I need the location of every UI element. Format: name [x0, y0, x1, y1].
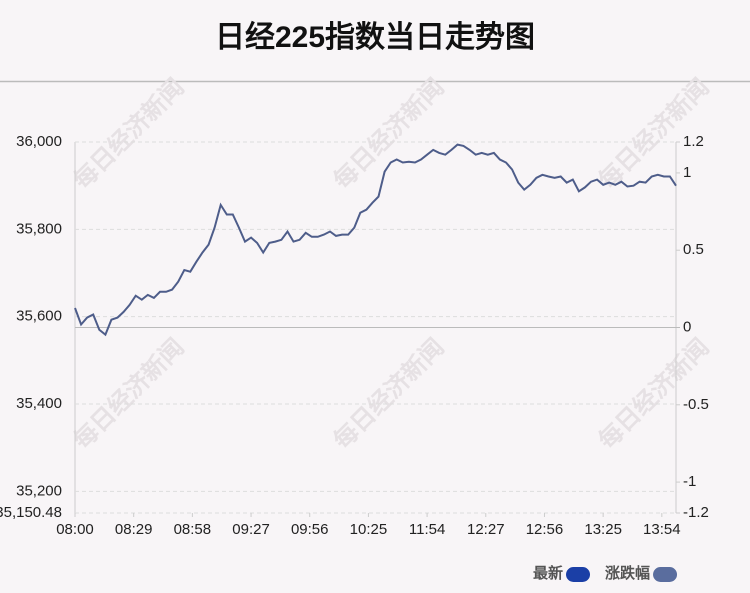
- chart-title: 日经225指数当日走势图: [215, 20, 535, 54]
- y2-tick-label: -0.5: [683, 396, 709, 413]
- y-tick-label: 35,600: [16, 308, 62, 325]
- legend-label: 最新: [533, 564, 563, 582]
- y-tick-label: 35,150.48: [0, 504, 62, 521]
- x-tick-label: 12:56: [526, 521, 564, 538]
- x-tick-label: 11:54: [409, 521, 445, 538]
- x-tick-label: 09:27: [232, 521, 270, 538]
- legend-swatch: [653, 567, 678, 582]
- y2-tick-label: 0.5: [683, 241, 704, 258]
- y-tick-label: 35,200: [16, 482, 62, 499]
- y2-tick-label: 1: [683, 164, 691, 181]
- legend-label: 涨跌幅: [605, 564, 650, 582]
- x-tick-label: 13:54: [643, 521, 681, 538]
- y-tick-label: 35,400: [16, 395, 62, 412]
- y2-tick-label: 1.2: [683, 133, 704, 150]
- y2-tick-label: 0: [683, 318, 691, 335]
- y2-tick-label: -1: [683, 473, 696, 490]
- price-line: [74, 143, 677, 337]
- x-tick-label: 08:00: [56, 521, 94, 538]
- x-tick-label: 13:25: [584, 521, 622, 538]
- y-tick-label: 36,000: [16, 133, 62, 150]
- y-tick-label: 35,800: [16, 220, 62, 237]
- x-tick-label: 09:56: [291, 521, 329, 538]
- x-tick-label: 12:27: [467, 521, 505, 538]
- y2-tick-label: -1.2: [683, 504, 709, 521]
- x-tick-label: 10:25: [350, 521, 388, 538]
- legend-swatch: [566, 567, 591, 582]
- x-tick-label: 08:29: [115, 521, 153, 538]
- x-tick-label: 08:58: [174, 521, 212, 538]
